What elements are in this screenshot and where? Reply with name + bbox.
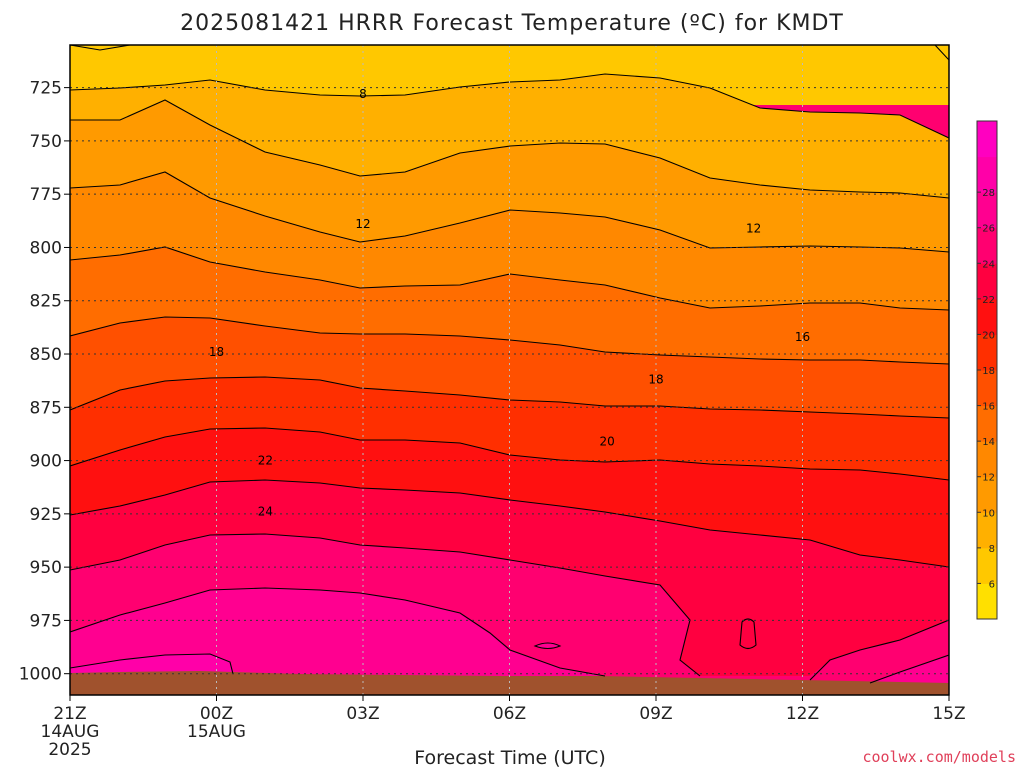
colorbar-segment [977,192,997,229]
contour-label: 8 [359,87,367,101]
colorbar-tick-label: 28 [982,188,995,199]
x-axis-label: Forecast Time (UTC) [414,747,605,768]
colorbar-segment [977,476,997,513]
contour-label: 16 [795,330,810,344]
x-tick-label: 00Z [200,704,233,724]
y-tick-label: 825 [30,292,62,312]
colorbar-tick-label: 26 [982,224,995,235]
x-tick-label: 09Z [639,704,672,724]
colorbar-segment [977,547,997,584]
contour-label: 20 [600,434,615,448]
x-tick-label: 21Z [53,704,86,724]
x-tick-date: 15AUG [187,722,246,742]
y-tick-label: 975 [30,611,62,631]
temp-band-28c [70,654,233,674]
contour-label: 18 [209,345,224,359]
colorbar-segment [977,263,997,300]
colorbar-segment [977,298,997,335]
contour-line-26 [70,587,949,684]
y-tick-label: 950 [30,558,62,578]
x-tick-date: 14AUG [41,722,100,742]
x-tick-label: 03Z [346,704,379,724]
colorbar-tick-label: 12 [982,473,995,484]
y-tick-label: 900 [30,452,62,472]
contour-label: 12 [355,217,370,231]
colorbar-tick-label: 24 [982,259,995,270]
y-tick-label: 800 [30,238,62,258]
credit-text: coolwx.com/models [862,748,1016,766]
colorbar-tick-label: 10 [982,508,995,519]
colorbar-segment [977,512,997,549]
colorbar-tick-label: 8 [989,544,995,555]
x-tick-year: 2025 [48,740,91,760]
contour-label: 24 [258,505,273,519]
temp-band-26c-spot [535,643,560,649]
colorbar-tick-label: 18 [982,366,995,377]
y-tick-label: 1000 [19,665,62,685]
chart-title: 2025081421 HRRR Forecast Temperature (ºC… [180,11,844,36]
colorbar-segment [977,441,997,478]
colorbar-segment [977,334,997,371]
y-axis: 725 750 775 800 825 850 875 900 925 950 975 1000 [19,79,70,685]
colorbar-segment [977,121,997,158]
contour-label: 18 [648,373,663,387]
contour-line-22 [70,479,949,568]
y-tick-label: 875 [30,398,62,418]
colorbar-tick-label: 14 [982,437,995,448]
grid-lines [70,45,949,695]
y-tick-label: 725 [30,79,62,99]
y-tick-label: 925 [30,505,62,525]
contour-line-28 [70,653,234,675]
contour-labels: 8 12 12 16 18 18 20 22 24 [209,87,810,519]
colorbar: 6 8 10 12 14 16 18 20 22 24 26 28 [976,120,998,620]
colorbar-segment [977,370,997,407]
colorbar-segment [977,583,997,620]
contour-loop-26 [533,642,562,650]
x-tick-label: 12Z [786,704,819,724]
colorbar-segment [977,227,997,264]
y-tick-label: 775 [30,185,62,205]
y-tick-label: 750 [30,132,62,152]
colorbar-tick-label: 6 [989,579,995,590]
colorbar-segment [977,405,997,442]
colorbar-segment [977,156,997,193]
x-tick-label: 06Z [493,704,526,724]
colorbar-tick-label: 22 [982,295,995,306]
contour-line-12 [70,171,949,253]
contour-line-10 [70,99,949,199]
contour-label: 12 [746,221,761,235]
contour-label: 22 [258,454,273,468]
contour-lines [70,45,949,684]
colorbar-tick-label: 20 [982,330,995,341]
x-tick-label: 15Z [932,704,965,724]
y-tick-label: 850 [30,345,62,365]
contour-line-24 [70,533,949,681]
contour-loop-24 [739,618,757,650]
colorbar-tick-label: 16 [982,402,995,413]
contour-line-6 [70,45,949,61]
